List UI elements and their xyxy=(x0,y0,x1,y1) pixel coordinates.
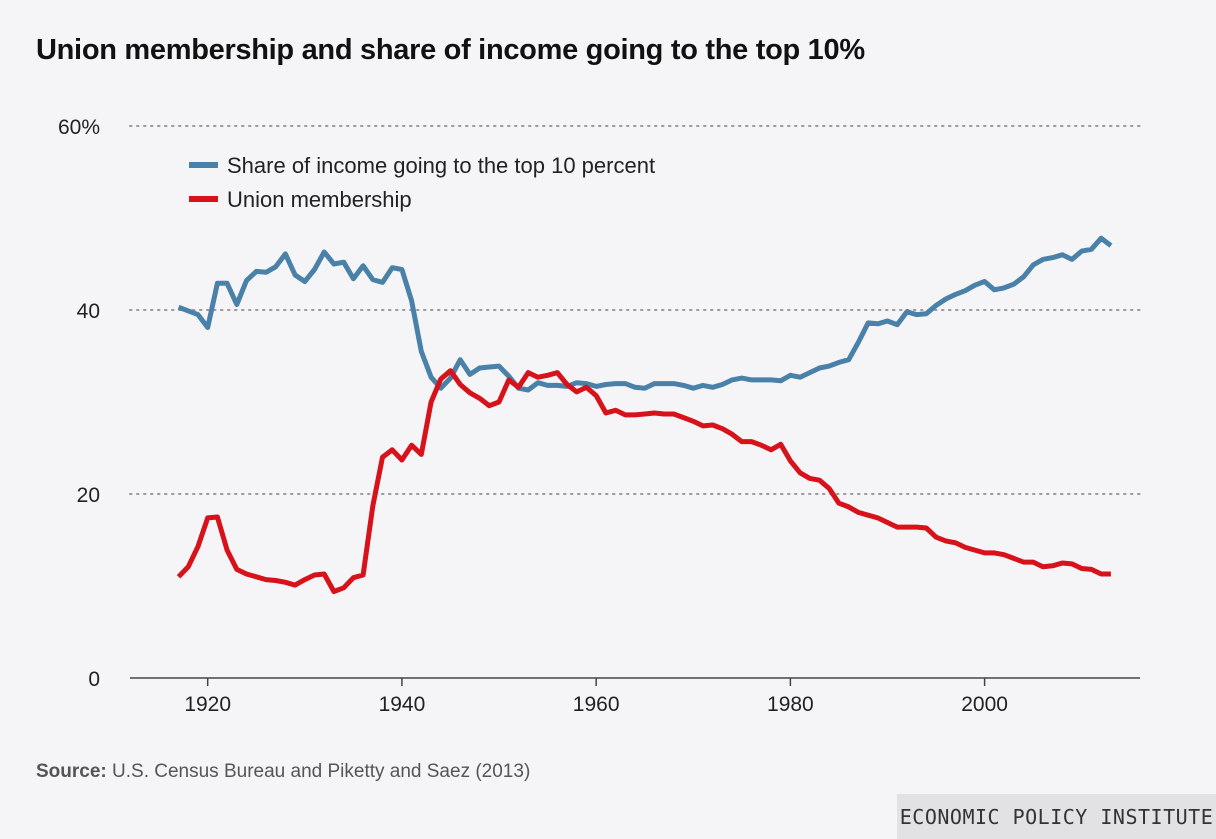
y-tick-label: 0 xyxy=(88,668,100,691)
x-axis-ticks: 1920 1940 1960 1980 2000 xyxy=(184,678,1008,716)
x-tick-label: 2000 xyxy=(961,693,1008,716)
y-tick-label: 40 xyxy=(77,300,100,323)
y-axis-ticks: 0 20 40 60% xyxy=(58,116,100,691)
source-label: Source: xyxy=(36,761,107,782)
legend-label: Share of income going to the top 10 perc… xyxy=(227,153,655,178)
x-tick-label: 1960 xyxy=(573,693,620,716)
brand-footer: ECONOMIC POLICY INSTITUTE xyxy=(897,794,1216,839)
legend: Share of income going to the top 10 perc… xyxy=(189,153,655,212)
legend-label: Union membership xyxy=(227,187,412,212)
chart-title: Union membership and share of income goi… xyxy=(36,34,865,66)
y-tick-label: 20 xyxy=(77,484,100,507)
source-text: U.S. Census Bureau and Piketty and Saez … xyxy=(106,761,531,782)
grid-lines xyxy=(129,125,1141,495)
series-line-top-10-income-share xyxy=(177,235,1113,393)
x-tick-label: 1980 xyxy=(767,693,814,716)
y-tick-label: 60% xyxy=(58,116,100,139)
series-lines xyxy=(176,235,1113,594)
source-note: Source: U.S. Census Bureau and Piketty a… xyxy=(36,761,530,783)
x-tick-label: 1940 xyxy=(379,693,426,716)
series-line-union-membership xyxy=(176,368,1111,594)
x-tick-label: 1920 xyxy=(184,693,231,716)
line-chart: 0 20 40 60% 1920 1940 1960 1980 2000 Share of i… xyxy=(58,116,1141,716)
